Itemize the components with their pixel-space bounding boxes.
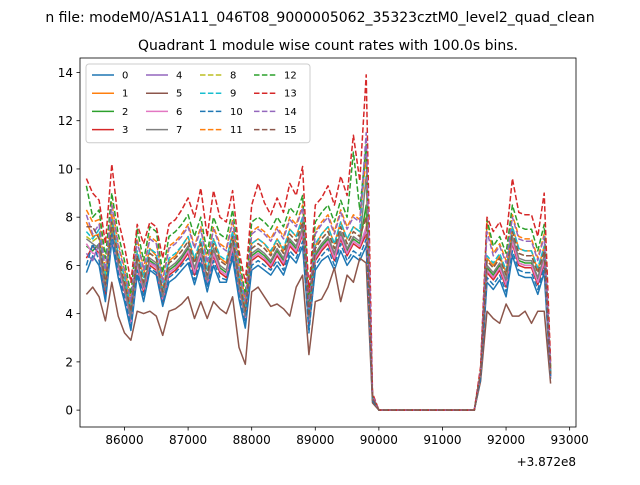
y-tick-label: 0 [65, 404, 73, 418]
x-tick-label: 88000 [233, 433, 271, 447]
legend-label-10: 10 [230, 107, 243, 118]
y-tick-label: 10 [58, 162, 73, 176]
legend-label-7: 7 [176, 125, 182, 136]
x-tick-label: 91000 [423, 433, 461, 447]
series-line-12 [85, 144, 552, 411]
legend-label-6: 6 [176, 107, 182, 118]
chart-title: Quadrant 1 module wise count rates with … [138, 38, 518, 54]
legend-box [85, 63, 311, 144]
x-tick-label: 90000 [360, 433, 398, 447]
legend-label-3: 3 [122, 125, 128, 136]
y-tick-label: 12 [58, 114, 73, 128]
legend-label-0: 0 [122, 71, 128, 82]
axes: 86000 87000 88000 89000 90000 91000 92000 93000… [58, 57, 589, 447]
legend-label-2: 2 [122, 107, 128, 118]
legend-label-1: 1 [122, 89, 128, 100]
series-line-5 [85, 257, 552, 411]
series-line-15 [86, 216, 552, 411]
legend-label-11: 11 [230, 125, 243, 136]
y-tick-label: 8 [65, 211, 73, 225]
plot-area [85, 74, 552, 411]
legend-label-14: 14 [284, 107, 297, 118]
legend-label-5: 5 [176, 89, 182, 100]
legend-label-12: 12 [284, 71, 297, 82]
x-offset-label: +3.872e8 [517, 455, 576, 469]
figure-suptitle: n file: modeM0/AS1A11_046T08_9000005062_… [45, 10, 594, 26]
axes-frame [79, 57, 577, 428]
legend-label-8: 8 [230, 71, 236, 82]
legend-label-15: 15 [284, 125, 297, 136]
x-tick-label: 89000 [296, 433, 334, 447]
y-tick-label: 4 [65, 307, 73, 321]
legend-label-4: 4 [176, 71, 182, 82]
y-tick-label: 2 [65, 355, 73, 369]
series-line-13 [85, 74, 552, 411]
x-tick-label: 93000 [551, 433, 589, 447]
y-tick-label: 6 [65, 259, 73, 273]
legend-label-9: 9 [230, 89, 236, 100]
x-tick-label: 86000 [105, 433, 143, 447]
x-tick-label: 87000 [169, 433, 207, 447]
y-tick-label: 14 [58, 66, 73, 80]
legend-label-13: 13 [284, 89, 297, 100]
x-tick-label: 92000 [487, 433, 525, 447]
